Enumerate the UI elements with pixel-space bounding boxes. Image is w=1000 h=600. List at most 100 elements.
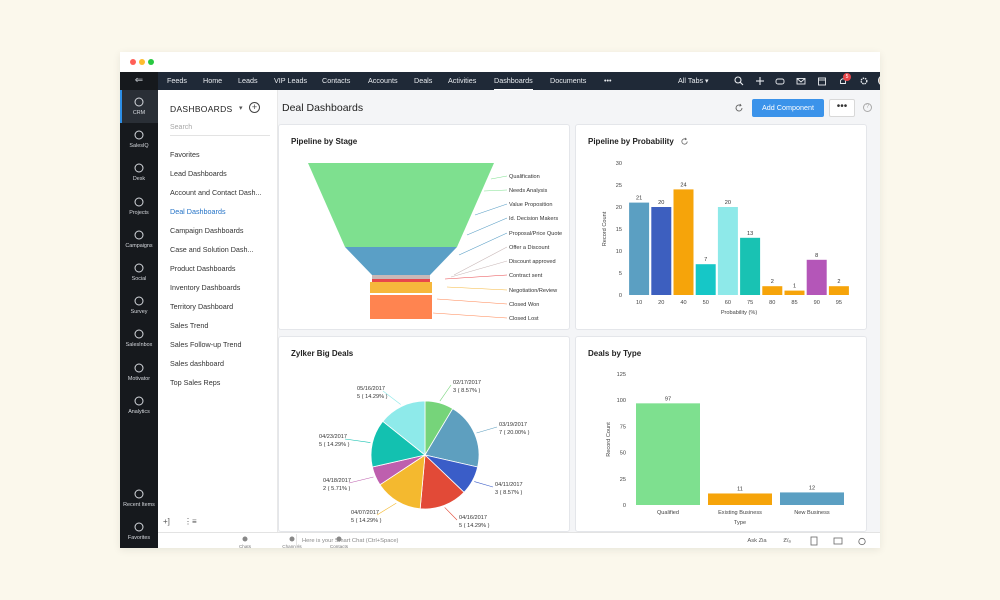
bar [740, 237, 761, 295]
plus-icon[interactable] [755, 76, 765, 86]
pie-leader-line [439, 384, 452, 402]
screen-icon[interactable] [833, 536, 843, 546]
sidebar-item[interactable]: Favorites [170, 150, 200, 159]
more-options-button[interactable]: ••• [829, 99, 855, 117]
sidebar-item[interactable]: Account and Contact Dash... [170, 188, 262, 197]
deals-by-type-bar-chart: 0 25 50 75 100 125 Record Count 97 Qualified 11 Ex… [606, 372, 844, 526]
nav-tab-vip-leads[interactable]: VIP Leads [274, 76, 308, 85]
rail-item-campaigns[interactable]: Campaigns [120, 223, 158, 256]
rail-item-analytics[interactable]: Analytics [120, 389, 158, 422]
pipeline-by-stage-card: Pipeline by Stage Qualification Needs Ana… [278, 124, 570, 330]
mail-icon[interactable] [796, 76, 806, 86]
rail-item-label: Desk [132, 176, 146, 183]
document-icon[interactable] [810, 536, 818, 546]
x-tick-label: 10 [636, 300, 642, 306]
x-tick-label: 50 [703, 300, 709, 306]
bar [695, 264, 716, 295]
bar [780, 492, 844, 505]
card-title: Zylker Big Deals [291, 349, 354, 358]
y-tick-label: 50 [620, 451, 626, 457]
nav-tab-activities[interactable]: Activities [448, 76, 477, 85]
rail-item-label: Campaigns [125, 242, 153, 249]
rail-item-desk[interactable]: Desk [120, 156, 158, 189]
sidebar-footer-left-icon[interactable]: +] [163, 517, 170, 526]
rail-item-favorites[interactable]: Favorites [120, 515, 158, 548]
card-title: Deals by Type [588, 349, 642, 358]
funnel-segment [345, 247, 457, 275]
rail-item-label: Motivator [127, 375, 151, 382]
sidebar-item[interactable]: Sales Trend [170, 321, 209, 330]
rail-item-recent-items[interactable]: Recent Items [120, 482, 158, 515]
bar-value-label: 8 [815, 253, 818, 259]
rail-item-motivator[interactable]: Motivator [120, 356, 158, 389]
minimize-window-button[interactable] [139, 59, 145, 65]
nav-tab-feeds[interactable]: Feeds [167, 76, 187, 85]
nav-tab-home[interactable]: Home [203, 76, 223, 85]
add-dashboard-icon[interactable]: + [249, 102, 260, 113]
bottom-channels-button[interactable]: Channels [277, 535, 307, 548]
funnel-leader-line [483, 189, 508, 192]
sidebar-footer-list-icon[interactable]: ⋮≡ [184, 517, 197, 526]
bottom-chats-button[interactable]: Chats [230, 535, 260, 548]
maximize-window-button[interactable] [148, 59, 154, 65]
rail-item-label: Social [131, 276, 147, 282]
nav-tab-documents[interactable]: Documents [550, 76, 587, 85]
add-component-button[interactable]: Add Component [752, 99, 824, 117]
y-tick-label: 30 [616, 161, 622, 167]
funnel-segment [372, 275, 430, 279]
rail-item-projects[interactable]: Projects [120, 190, 158, 223]
nav-tab-dashboards[interactable]: Dashboards [494, 72, 533, 90]
sidebar-item[interactable]: Campaign Dashboards [170, 226, 244, 235]
sidebar-item[interactable]: Inventory Dashboards [170, 283, 241, 292]
sidebar-item[interactable]: Deal Dashboards [170, 207, 226, 216]
alarm-clock-icon[interactable] [857, 536, 867, 546]
refresh-icon[interactable] [734, 103, 744, 113]
rail-item-salesinbox[interactable]: SalesInbox [120, 322, 158, 355]
search-icon[interactable] [734, 76, 744, 86]
sidebar-item[interactable]: Territory Dashboard [170, 302, 234, 311]
bottom-item-label: Contacts [329, 544, 349, 548]
pie-slice-date-label: 04/18/2017 [323, 478, 351, 484]
sidebar-search-input[interactable]: Search [170, 121, 270, 136]
nav-tab-deals[interactable]: Deals [414, 76, 433, 85]
calendar-icon[interactable] [817, 76, 827, 86]
analytics-icon [134, 396, 144, 406]
user-avatar[interactable] [878, 75, 880, 86]
help-icon[interactable]: ? [863, 103, 872, 112]
bottom-contacts-button[interactable]: Contacts [324, 535, 354, 548]
nav-tab-leads[interactable]: Leads [238, 76, 258, 85]
funnel-stage-label: Closed Lost [509, 316, 539, 322]
sidebar-item[interactable]: Sales Follow-up Trend [170, 340, 242, 349]
settings-gear-icon[interactable] [859, 76, 869, 86]
all-tabs-dropdown[interactable]: All Tabs ▾ [678, 76, 709, 85]
sidebar-item[interactable]: Case and Solution Dash... [170, 245, 254, 254]
smart-chat-input[interactable]: Here is your Smart Chat (Ctrl+Space) [296, 534, 736, 548]
pie-leader-line [344, 438, 371, 443]
bar [651, 207, 672, 295]
sidebar-title-dropdown-icon[interactable]: ▾ [239, 105, 243, 112]
funnel-segment [372, 279, 430, 282]
sidebar-item[interactable]: Product Dashboards [170, 264, 236, 273]
nav-tab--[interactable]: ••• [604, 76, 612, 85]
nav-tab-accounts[interactable]: Accounts [368, 76, 398, 85]
funnel-segment [308, 163, 494, 247]
nav-tab-contacts[interactable]: Contacts [322, 76, 351, 85]
close-window-button[interactable] [130, 59, 136, 65]
rail-item-label: CRM [132, 110, 146, 116]
collapse-rail-icon[interactable]: ⇐ [134, 75, 144, 86]
y-tick-label: 25 [620, 477, 626, 483]
rail-item-crm[interactable]: CRM [120, 90, 158, 123]
rail-item-salesiq[interactable]: SalesIQ [120, 123, 158, 156]
card-refresh-icon[interactable] [680, 137, 689, 146]
salesinbox-icon [134, 329, 144, 339]
x-tick-label: 95 [836, 300, 842, 306]
rail-item-social[interactable]: Social [120, 256, 158, 289]
sidebar-item[interactable]: Lead Dashboards [170, 169, 227, 178]
pie-leader-line [476, 426, 498, 434]
zia-icon[interactable]: Ƶ/ₐ [783, 538, 791, 544]
ask-zia-button[interactable]: Ask Zia [747, 538, 767, 544]
rail-item-survey[interactable]: Survey [120, 289, 158, 322]
sidebar-item[interactable]: Top Sales Reps [170, 378, 221, 387]
game-controller-icon[interactable] [775, 76, 785, 86]
sidebar-item[interactable]: Sales dashboard [170, 359, 224, 368]
